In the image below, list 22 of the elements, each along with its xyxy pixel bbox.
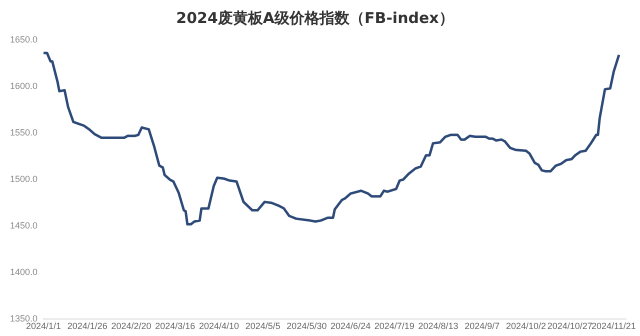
x-tick-label: 2024/1/26 xyxy=(67,321,108,332)
x-tick-label: 2024/8/13 xyxy=(418,321,458,332)
x-tick-label: 2024/4/10 xyxy=(198,321,239,332)
y-tick-label: 1600.0 xyxy=(10,81,38,92)
x-tick-label: 2024/1/1 xyxy=(26,321,62,332)
y-tick-label: 1450.0 xyxy=(10,220,38,231)
x-tick-label: 2024/10/2 xyxy=(506,321,546,332)
x-tick-label: 2024/7/19 xyxy=(374,321,414,332)
x-tick-label: 2024/11/21 xyxy=(592,321,636,332)
chart-title: 2024废黄板A级价格指数（FB-index） xyxy=(176,8,454,27)
x-tick-label: 2024/2/20 xyxy=(111,321,152,332)
x-tick-label: 2024/9/7 xyxy=(464,321,500,332)
x-tick-label: 2024/6/24 xyxy=(330,321,371,332)
y-tick-label: 1400.0 xyxy=(10,267,38,278)
x-tick-label: 2024/5/5 xyxy=(245,321,280,332)
y-tick-label: 1500.0 xyxy=(10,174,38,184)
x-tick-label: 2024/10/27 xyxy=(547,321,592,332)
y-tick-label: 1550.0 xyxy=(10,128,38,138)
y-tick-label: 1350.0 xyxy=(10,314,38,324)
y-tick-label: 1650.0 xyxy=(10,34,38,44)
x-tick-label: 2024/3/16 xyxy=(155,321,196,332)
x-tick-label: 2024/5/30 xyxy=(286,321,327,332)
